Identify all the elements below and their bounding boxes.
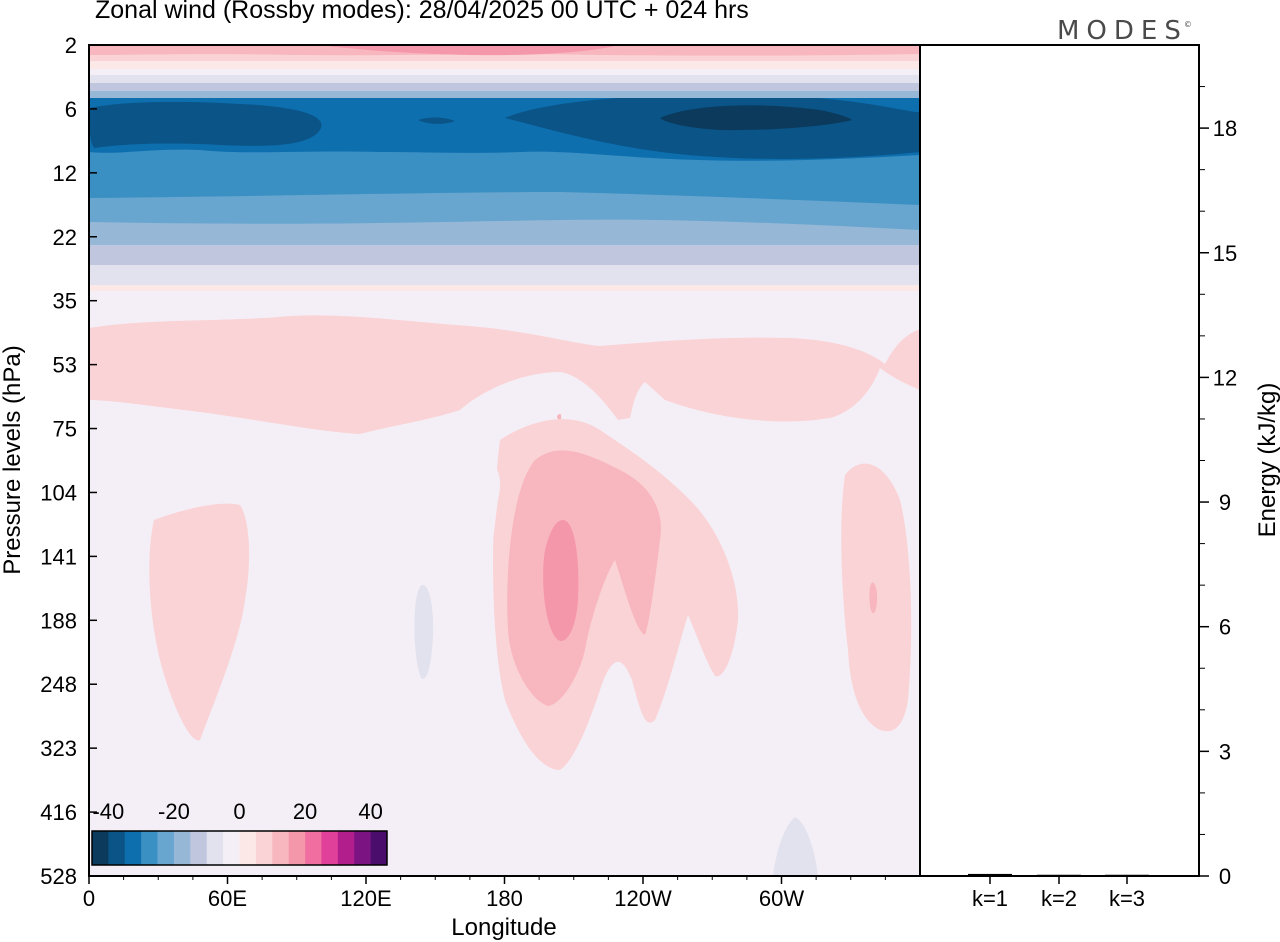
colorbar-swatch [190,831,208,865]
y-tick-label: 53 [53,353,77,378]
energy-tick-label: 9 [1219,490,1231,515]
colorbar-swatch [337,831,355,865]
colorbar-tick-label: 20 [293,799,317,824]
y-tick-label: 323 [40,736,77,761]
colorbar-swatch [223,831,240,865]
colorbar [91,830,388,866]
energy-tick-label: 15 [1213,241,1237,266]
energy-tick-label: 18 [1213,116,1237,141]
energy-axis-label: Energy (kJ/kg) [1254,383,1280,538]
contour-band [687,432,827,517]
colorbar-swatch [272,831,289,865]
y-tick-label: 35 [53,289,77,314]
y-tick-label: 75 [53,417,77,442]
colorbar-swatch [141,831,158,865]
x-tick-label: 120E [340,886,391,911]
y-tick-label: 416 [40,800,77,825]
energy-bar [968,873,1012,876]
contour-band [149,503,250,741]
energy-category-label: k=1 [972,886,1008,911]
logo-text: MODES [1057,16,1188,46]
chart-title: Zonal wind (Rossby modes): 28/04/2025 00… [95,0,749,24]
colorbar-swatch [288,831,306,865]
colorbar-tick-label: -40 [92,799,124,824]
energy-tick-label: 6 [1219,615,1231,640]
contour-band [773,817,818,876]
energy-axis: 0 3 6 9 12 15 18 [1199,86,1237,889]
contour-band [373,451,501,762]
colorbar-labels: -40 -20 0 20 40 [92,799,382,824]
energy-tick-label: 3 [1219,739,1231,764]
colorbar-swatch [255,831,273,865]
contour-band [89,440,144,534]
x-tick-label: 0 [83,886,95,911]
y-tick-label: 6 [65,97,77,122]
contour-band [89,101,322,148]
colorbar-swatch [206,831,224,865]
energy-tick-label: 12 [1213,365,1237,390]
y-tick-label: 22 [53,225,77,250]
y-tick-label: 141 [40,544,77,569]
copyright-mark: © [1183,20,1192,29]
contour-band [89,315,920,434]
contour-band [660,105,852,131]
colorbar-swatch [321,831,339,865]
contour-band [760,539,822,762]
y-tick-label: 2 [65,33,77,58]
colorbar-swatch [305,831,322,865]
contour-band [418,117,455,124]
colorbar-swatch [354,831,371,865]
contour-band [320,45,620,56]
pressure-axis: 2 6 12 22 35 53 75 104 141 188 248 323 416 528 [40,33,97,889]
energy-tick-label: 0 [1219,864,1231,889]
y-tick-label: 248 [40,672,77,697]
energy-bar [1037,874,1081,877]
energy-bars: k=1 k=2 k=3 [968,873,1149,911]
x-tick-label: 60W [759,886,804,911]
y-tick-label: 12 [53,161,77,186]
contour-band [895,441,920,520]
colorbar-tick-label: 40 [358,799,382,824]
colorbar-swatch [239,831,257,865]
colorbar-swatch [108,831,126,865]
colorbar-swatch [124,831,142,865]
modes-logo: MODES© [1057,16,1196,46]
colorbar-swatch [370,831,388,865]
colorbar-tick-label: 0 [233,799,245,824]
colorbar-frame [91,830,388,866]
contour-band [285,563,335,737]
longitude-axis: 0 60E 120E 180 120W 60W [83,876,886,911]
energy-panel-frame [919,44,1200,877]
colorbar-swatch [173,831,191,865]
contour-band [557,413,562,420]
x-tick-label: 180 [486,886,523,911]
colorbar-swatch [157,831,175,865]
contour-band [869,582,878,614]
colorbar-swatch [92,831,109,865]
y-tick-label: 104 [40,480,77,505]
y-axis-label: Pressure levels (hPa) [0,345,26,574]
contour-band [414,584,434,679]
energy-bar [1105,874,1149,877]
x-axis-label: Longitude [451,914,556,941]
zonal-wind-section [89,45,920,876]
energy-category-label: k=3 [1109,886,1145,911]
x-tick-label: 120W [614,886,672,911]
contour-band [507,450,661,706]
contour-band [543,520,579,641]
colorbar-tick-label: -20 [158,799,190,824]
x-tick-label: 60E [208,886,247,911]
y-tick-label: 188 [40,608,77,633]
energy-category-label: k=2 [1041,886,1077,911]
y-tick-label: 528 [40,864,77,889]
